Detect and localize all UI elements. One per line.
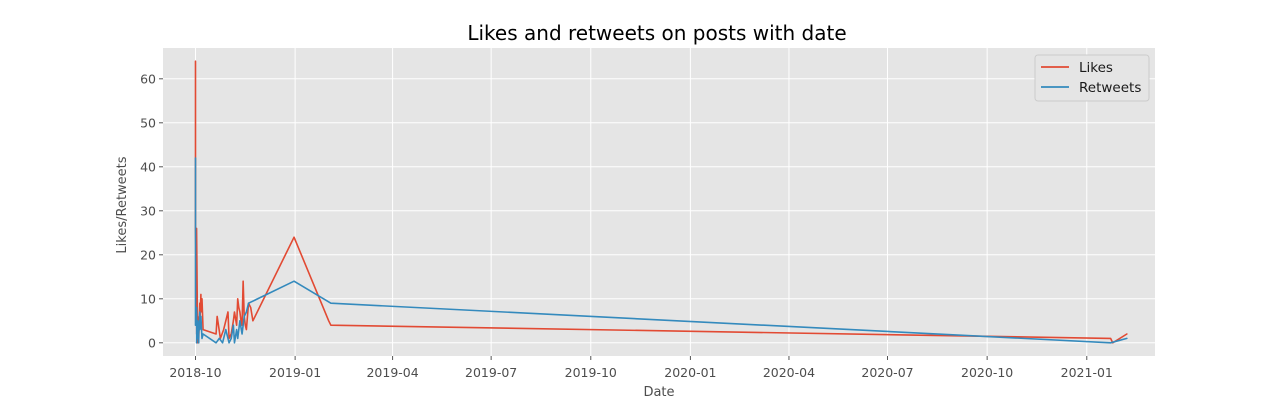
y-tick-label: 50 — [140, 115, 156, 130]
legend: Likes Retweets — [1034, 54, 1150, 102]
x-tick-label: 2021-01 — [1061, 365, 1113, 380]
x-axis-ticks: 2018-10 2019-01 2019-04 2019-07 2019-10 2020-… — [169, 356, 1113, 380]
x-tick-label: 2020-10 — [961, 365, 1013, 380]
chart-title: Likes and retweets on posts with date — [467, 21, 846, 45]
legend-label-retweets: Retweets — [1079, 80, 1141, 96]
x-tick-label: 2020-07 — [861, 365, 913, 380]
x-tick-label: 2020-01 — [664, 365, 716, 380]
x-tick-label: 2018-10 — [169, 365, 221, 380]
x-tick-label: 2020-04 — [763, 365, 815, 380]
x-tick-label: 2019-10 — [565, 365, 617, 380]
y-axis-label: Likes/Retweets — [115, 156, 130, 253]
y-tick-label: 30 — [140, 203, 156, 218]
x-tick-label: 2019-07 — [465, 365, 517, 380]
x-tick-label: 2019-01 — [269, 365, 321, 380]
y-tick-label: 10 — [140, 291, 156, 306]
x-axis-label: Date — [643, 385, 674, 400]
y-tick-label: 0 — [148, 335, 156, 350]
x-tick-label: 2019-04 — [366, 365, 418, 380]
y-axis-ticks: 0 10 20 30 40 50 60 — [140, 71, 163, 350]
legend-label-likes: Likes — [1079, 60, 1113, 76]
series-line-retweets — [194, 157, 1128, 344]
grid — [163, 48, 1155, 356]
y-tick-label: 40 — [140, 159, 156, 174]
y-tick-label: 20 — [140, 247, 156, 262]
plot-area — [163, 48, 1155, 356]
series-layer — [194, 60, 1128, 344]
y-tick-label: 60 — [140, 71, 156, 86]
